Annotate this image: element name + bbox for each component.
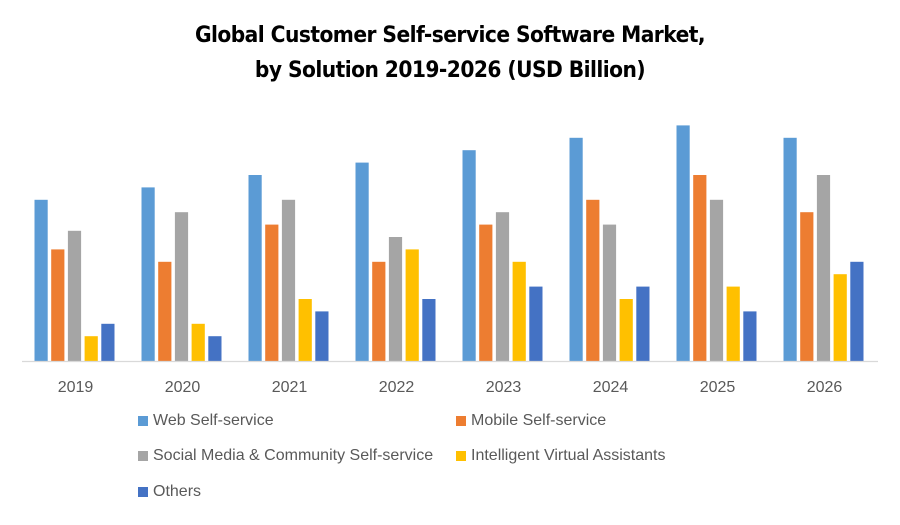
bar-mobile-self-service-2024 [586, 199, 600, 361]
bar-others-2024 [636, 286, 650, 361]
bar-others-2022 [422, 299, 436, 361]
bar-intelligent-virtual-assistants-2019 [84, 336, 98, 361]
bar-mobile-self-service-2020 [158, 261, 172, 361]
bar-social-media-community-self-service-2021 [281, 199, 296, 361]
legend-item-others: Others [138, 483, 201, 501]
bar-others-2023 [529, 286, 543, 361]
x-tick-label-2023: 2023 [486, 379, 522, 396]
x-tick-label-2019: 2019 [58, 379, 94, 396]
bar-others-2019 [101, 323, 115, 361]
legend-item-social-media-community-self-service: Social Media & Community Self-service [138, 447, 433, 465]
legend-item-intelligent-virtual-assistants: Intelligent Virtual Assistants [456, 447, 665, 465]
bar-social-media-community-self-service-2020 [174, 212, 189, 361]
bar-mobile-self-service-2021 [265, 224, 279, 361]
bar-intelligent-virtual-assistants-2021 [298, 299, 312, 361]
bar-mobile-self-service-2023 [479, 224, 493, 361]
chart-title: Global Customer Self-service Software Ma… [36, 18, 864, 88]
bar-web-self-service-2021 [248, 175, 262, 361]
x-tick-label-2021: 2021 [272, 379, 308, 396]
legend-label: Web Self-service [153, 412, 274, 429]
bars-layer [34, 125, 864, 362]
x-tick-label-2025: 2025 [700, 379, 736, 396]
legend-swatch [138, 487, 148, 497]
bar-social-media-community-self-service-2024 [602, 224, 617, 361]
bar-web-self-service-2019 [34, 199, 48, 361]
x-tick-label-2026: 2026 [807, 379, 843, 396]
bar-intelligent-virtual-assistants-2020 [191, 323, 205, 361]
legend-swatch [456, 416, 466, 426]
bar-mobile-self-service-2022 [372, 261, 386, 361]
chart-title-line-1: Global Customer Self-service Software Ma… [194, 23, 706, 48]
legend-label: Others [153, 483, 202, 500]
legend-label: Intelligent Virtual Assistants [471, 447, 666, 464]
legend-swatch [138, 416, 148, 426]
legend-item-web-self-service: Web Self-service [138, 412, 274, 430]
legend-label: Social Media & Community Self-service [153, 447, 434, 464]
bar-intelligent-virtual-assistants-2024 [619, 299, 633, 361]
bar-social-media-community-self-service-2023 [495, 212, 510, 361]
bar-web-self-service-2020 [141, 187, 155, 361]
bar-mobile-self-service-2026 [800, 212, 814, 361]
bar-web-self-service-2026 [783, 137, 797, 361]
legend-swatch [456, 451, 466, 461]
bar-others-2026 [850, 261, 864, 361]
bar-social-media-community-self-service-2026 [816, 175, 831, 361]
bar-intelligent-virtual-assistants-2022 [405, 249, 419, 361]
bar-intelligent-virtual-assistants-2023 [512, 261, 526, 361]
bar-others-2021 [315, 311, 329, 361]
bar-mobile-self-service-2019 [51, 249, 65, 361]
x-tick-label-2022: 2022 [379, 379, 415, 396]
legend-item-mobile-self-service: Mobile Self-service [456, 412, 606, 430]
x-tick-label-2024: 2024 [593, 379, 629, 396]
x-tick-labels: 2019 2020 2021 2022 2023 2024 2025 2026 [58, 379, 843, 396]
bar-web-self-service-2025 [676, 125, 690, 362]
bar-social-media-community-self-service-2019 [67, 230, 82, 361]
bar-mobile-self-service-2025 [693, 175, 707, 361]
legend-label: Mobile Self-service [471, 412, 607, 429]
bar-intelligent-virtual-assistants-2026 [833, 274, 847, 361]
bar-web-self-service-2022 [355, 162, 369, 361]
bar-others-2020 [208, 336, 222, 361]
chart-title-line-2: by Solution 2019-2026 (USD Billion) [254, 58, 646, 83]
bar-social-media-community-self-service-2025 [709, 199, 724, 361]
x-tick-label-2020: 2020 [165, 379, 201, 396]
legend-swatch [138, 451, 148, 461]
bar-social-media-community-self-service-2022 [388, 237, 403, 361]
bar-web-self-service-2024 [569, 137, 583, 361]
bar-others-2025 [743, 311, 757, 361]
bar-intelligent-virtual-assistants-2025 [726, 286, 740, 361]
bar-web-self-service-2023 [462, 150, 476, 361]
